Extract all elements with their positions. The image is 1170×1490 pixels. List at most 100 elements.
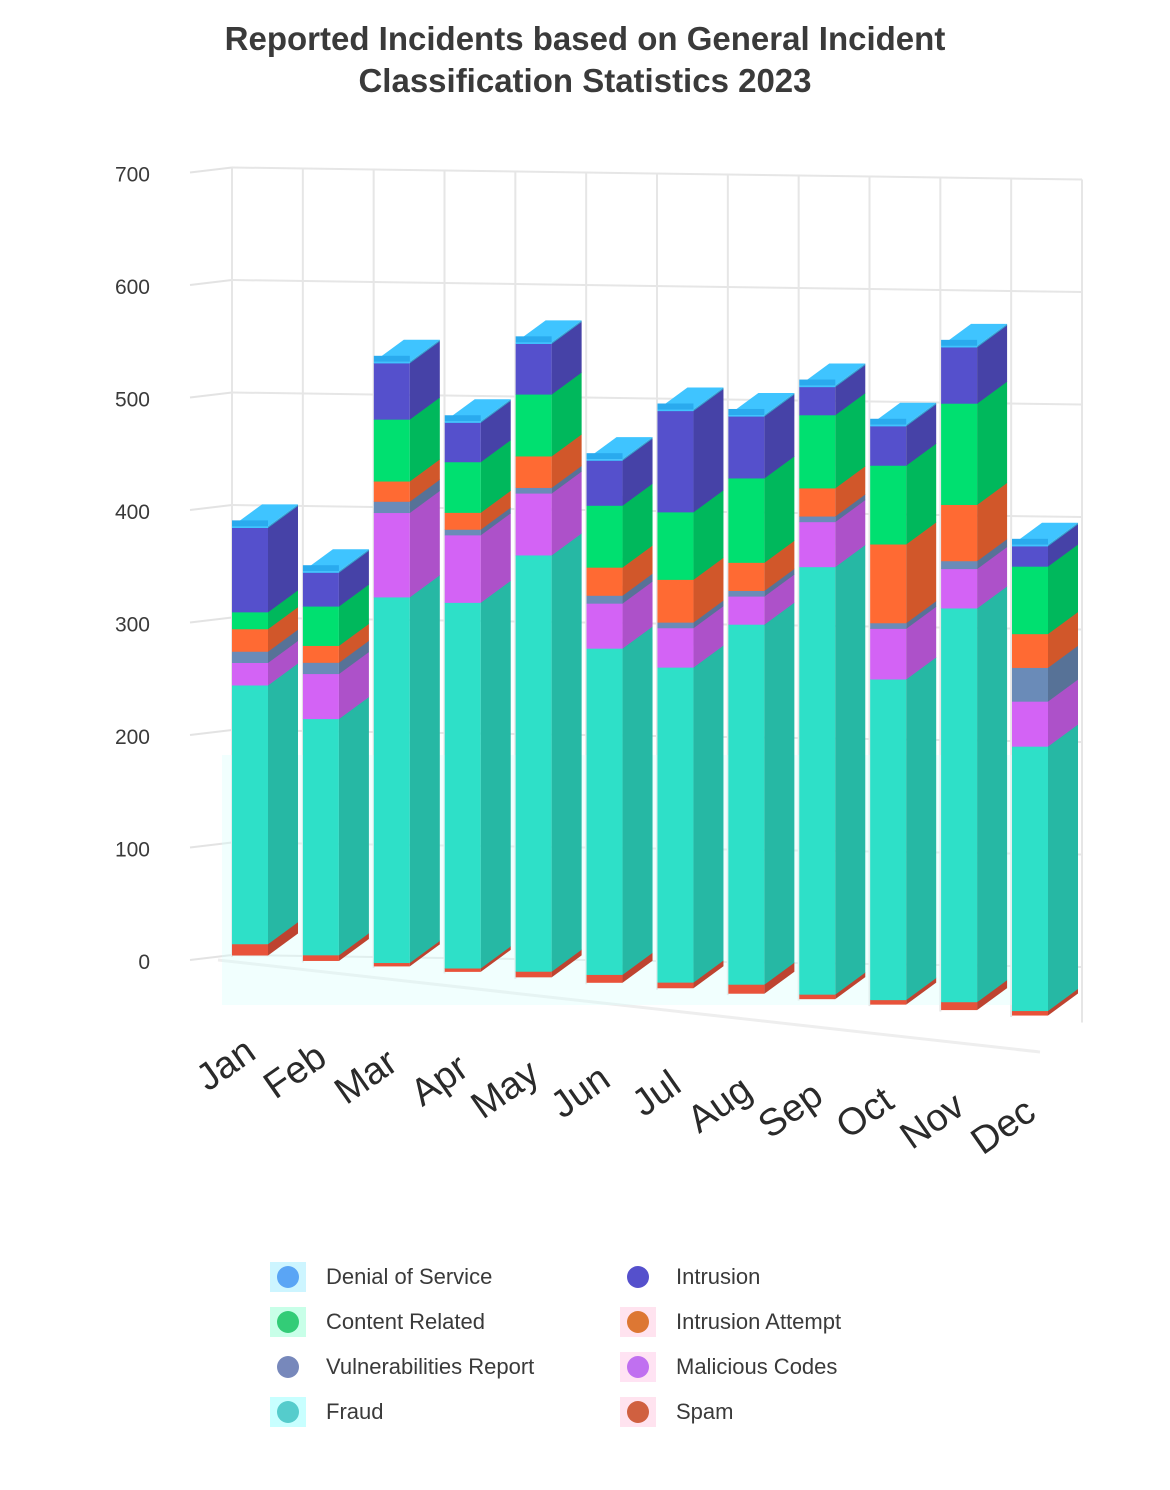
- segment-side: [693, 645, 724, 983]
- bar-segment-content-related: [799, 392, 866, 489]
- segment-side: [764, 394, 795, 479]
- bar-segment-vulnerabilities-report: [799, 494, 866, 523]
- segment-front: [941, 345, 978, 348]
- segment-front: [941, 403, 978, 505]
- legend-dot-icon: [277, 1401, 299, 1423]
- segment-side: [764, 962, 795, 994]
- legend-item-malicious-codes[interactable]: Malicious Codes: [620, 1350, 837, 1384]
- segment-side: [1048, 522, 1078, 547]
- segment-front: [941, 504, 978, 562]
- bar-segment-intrusion-attempt: [728, 540, 795, 591]
- segment-side: [622, 626, 653, 975]
- legend-item-intrusion-attempt[interactable]: Intrusion Attempt: [620, 1305, 841, 1339]
- bar-segment-vulnerabilities-report: [302, 640, 369, 675]
- segment-side: [906, 402, 937, 427]
- bar-segment-intrusion-attempt: [799, 465, 866, 517]
- segment-front: [586, 595, 623, 604]
- bar-segment-fraud: [444, 580, 511, 969]
- legend-item-spam[interactable]: Spam: [620, 1395, 733, 1429]
- bar-segment-denial-of-service: [444, 399, 511, 423]
- legend-item-content-related[interactable]: Content Related: [270, 1305, 485, 1339]
- bar-segment-fraud: [657, 645, 724, 983]
- bar-segment-intrusion: [870, 403, 937, 466]
- bar-segment-intrusion-attempt: [515, 433, 582, 488]
- segment-side: [551, 949, 582, 978]
- bar-segment-intrusion: [799, 364, 866, 416]
- segment-front: [373, 361, 410, 364]
- legend-dot-icon: [277, 1266, 299, 1288]
- bar-segment-vulnerabilities-report: [515, 465, 582, 494]
- gridline-horizontal: [189, 279, 233, 286]
- bar-segment-intrusion-attempt: [373, 459, 440, 502]
- segment-side: [1048, 645, 1078, 702]
- segment-front: [941, 560, 978, 570]
- legend-item-fraud[interactable]: Fraud: [270, 1395, 383, 1429]
- bar-segment-fraud: [515, 532, 582, 972]
- x-tick-label: May: [464, 1052, 547, 1128]
- segment-front: [941, 1001, 978, 1011]
- segment-front: [444, 602, 481, 969]
- segment-front: [444, 422, 481, 463]
- segment-side: [268, 663, 298, 945]
- segment-front: [444, 421, 481, 423]
- x-tick-label: Sep: [751, 1074, 830, 1147]
- segment-front: [870, 424, 907, 427]
- segment-front: [799, 521, 836, 568]
- legend-label: Malicious Codes: [676, 1354, 838, 1379]
- segment-front: [232, 662, 268, 686]
- gridline-horizontal: [189, 954, 233, 961]
- bar-segment-denial-of-service: [373, 339, 440, 364]
- segment-side: [622, 952, 653, 983]
- legend-item-denial-of-service[interactable]: Denial of Service: [270, 1260, 492, 1294]
- segment-front: [657, 622, 694, 629]
- bar-top-lip: [373, 355, 410, 362]
- segment-side: [409, 940, 440, 967]
- bar-segment-vulnerabilities-report: [728, 568, 795, 597]
- x-tick-label: Jun: [543, 1057, 617, 1127]
- bar-segment-intrusion: [657, 388, 724, 513]
- bar-segment-intrusion-attempt: [657, 557, 724, 623]
- segment-front: [302, 645, 339, 663]
- bar-dec: [1012, 522, 1078, 1016]
- bar-aug: [728, 392, 795, 994]
- segment-front: [657, 579, 694, 623]
- segment-side: [338, 696, 369, 956]
- segment-front: [799, 385, 836, 388]
- chart-title-line-2: Classification Statistics 2023: [358, 62, 812, 99]
- bar-segment-intrusion: [515, 321, 582, 395]
- bar-segment-vulnerabilities-report: [232, 629, 298, 663]
- legend-item-intrusion[interactable]: Intrusion: [620, 1260, 760, 1294]
- segment-side: [977, 323, 1008, 348]
- bar-jul: [657, 387, 724, 989]
- segment-front: [728, 596, 765, 625]
- segment-side: [409, 339, 440, 364]
- segment-side: [622, 573, 653, 604]
- segment-front: [1012, 633, 1048, 668]
- segment-front: [302, 572, 339, 607]
- segment-front: [586, 459, 623, 461]
- segment-front: [232, 651, 268, 663]
- bar-segment-denial-of-service: [232, 504, 298, 528]
- bar-segment-spam: [657, 960, 724, 989]
- segment-side: [268, 606, 298, 652]
- bar-segment-intrusion: [232, 505, 298, 613]
- segment-front: [232, 628, 268, 652]
- bar-segment-malicious-codes: [941, 546, 1008, 609]
- bar-segment-malicious-codes: [232, 640, 298, 686]
- segment-side: [835, 972, 866, 1000]
- segment-side: [551, 465, 582, 494]
- legend-item-vulnerabilities-report[interactable]: Vulnerabilities Report: [270, 1350, 534, 1384]
- y-tick-label: 700: [115, 164, 150, 187]
- legend-label: Spam: [676, 1399, 734, 1424]
- segment-side: [835, 363, 866, 388]
- segment-front: [586, 974, 623, 983]
- segment-side: [977, 482, 1008, 562]
- bar-segment-spam: [941, 979, 1008, 1011]
- segment-side: [977, 585, 1008, 1003]
- bar-segment-content-related: [515, 372, 582, 457]
- x-tick-label: Mar: [327, 1041, 405, 1113]
- bar-segment-spam: [444, 946, 511, 972]
- bar-segment-intrusion: [302, 550, 369, 607]
- bar-segment-fraud: [728, 602, 795, 985]
